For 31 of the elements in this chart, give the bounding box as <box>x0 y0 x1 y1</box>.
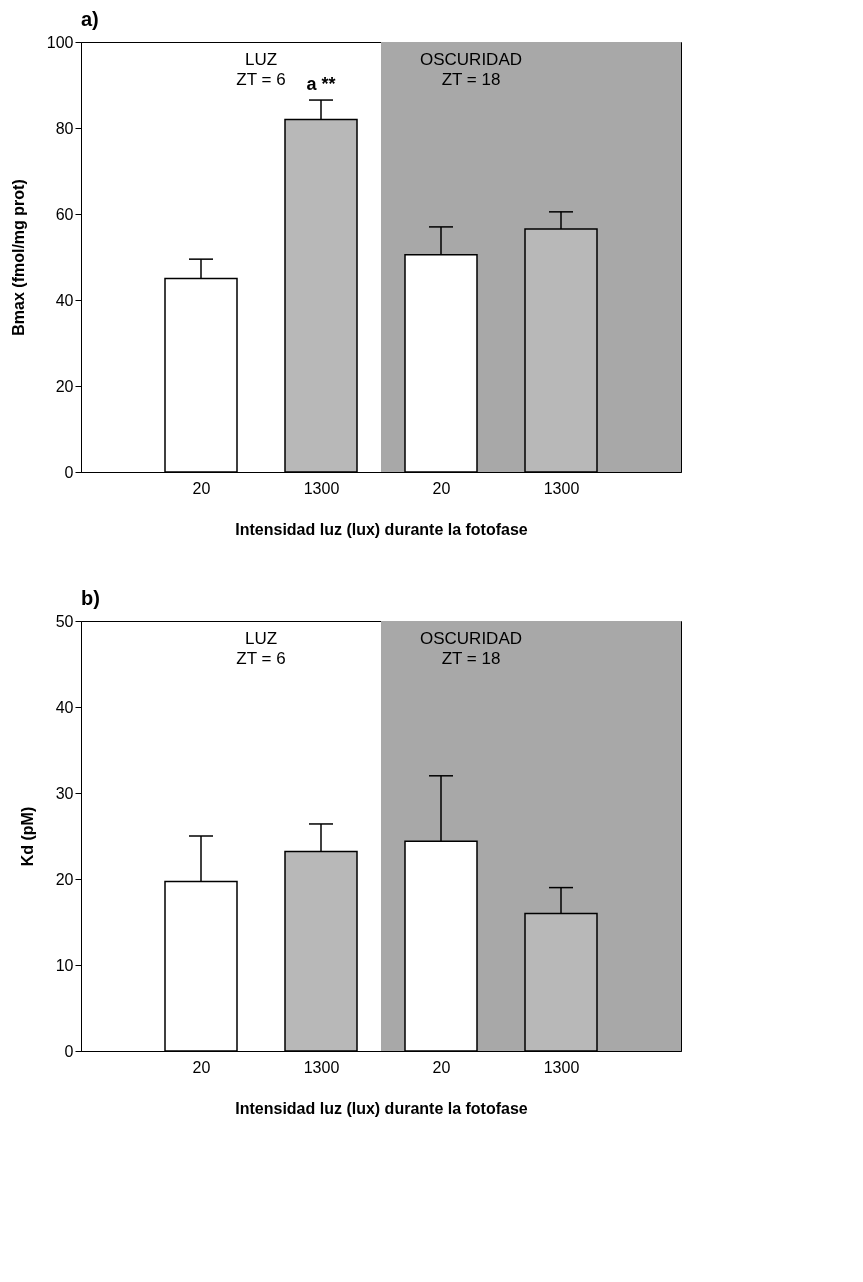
y-tick-label: 40 <box>55 698 74 716</box>
x-tick-label: 1300 <box>303 1058 340 1076</box>
annotation: LUZ ZT = 6 <box>236 50 286 89</box>
y-tick-label: 20 <box>55 377 74 395</box>
y-tick-label: 60 <box>55 205 74 223</box>
y-tick-label: 30 <box>55 784 74 802</box>
y-tick-label: 10 <box>55 956 74 974</box>
annotation: OSCURIDAD ZT = 18 <box>419 629 523 668</box>
y-tick-label: 20 <box>55 870 74 888</box>
x-tick-label: 20 <box>192 1058 211 1076</box>
x-tick-label: 1300 <box>543 1058 580 1076</box>
x-axis-title: Intensidad luz (lux) durante la fotofase <box>235 1099 528 1117</box>
y-axis-title: Kd (pM) <box>18 806 36 867</box>
y-tick-label: 80 <box>55 119 74 137</box>
annotation: a ** <box>306 74 336 95</box>
x-axis-title: Intensidad luz (lux) durante la fotofase <box>235 520 528 538</box>
chart-title: b) <box>81 587 100 609</box>
y-tick-label: 50 <box>55 612 74 630</box>
x-tick-label: 20 <box>192 479 211 497</box>
y-tick-label: 0 <box>64 463 74 481</box>
chart-title: a) <box>81 8 99 30</box>
annotation: OSCURIDAD ZT = 18 <box>419 50 523 89</box>
y-tick-label: 0 <box>64 1042 74 1060</box>
annotation: LUZ ZT = 6 <box>236 629 286 668</box>
x-tick-label: 1300 <box>303 479 340 497</box>
y-tick-label: 100 <box>46 33 74 51</box>
y-tick-label: 40 <box>55 291 74 309</box>
x-tick-label: 20 <box>432 479 451 497</box>
y-axis-title: Bmax (fmol/mg prot) <box>9 179 27 336</box>
x-tick-label: 1300 <box>543 479 580 497</box>
x-tick-label: 20 <box>432 1058 451 1076</box>
